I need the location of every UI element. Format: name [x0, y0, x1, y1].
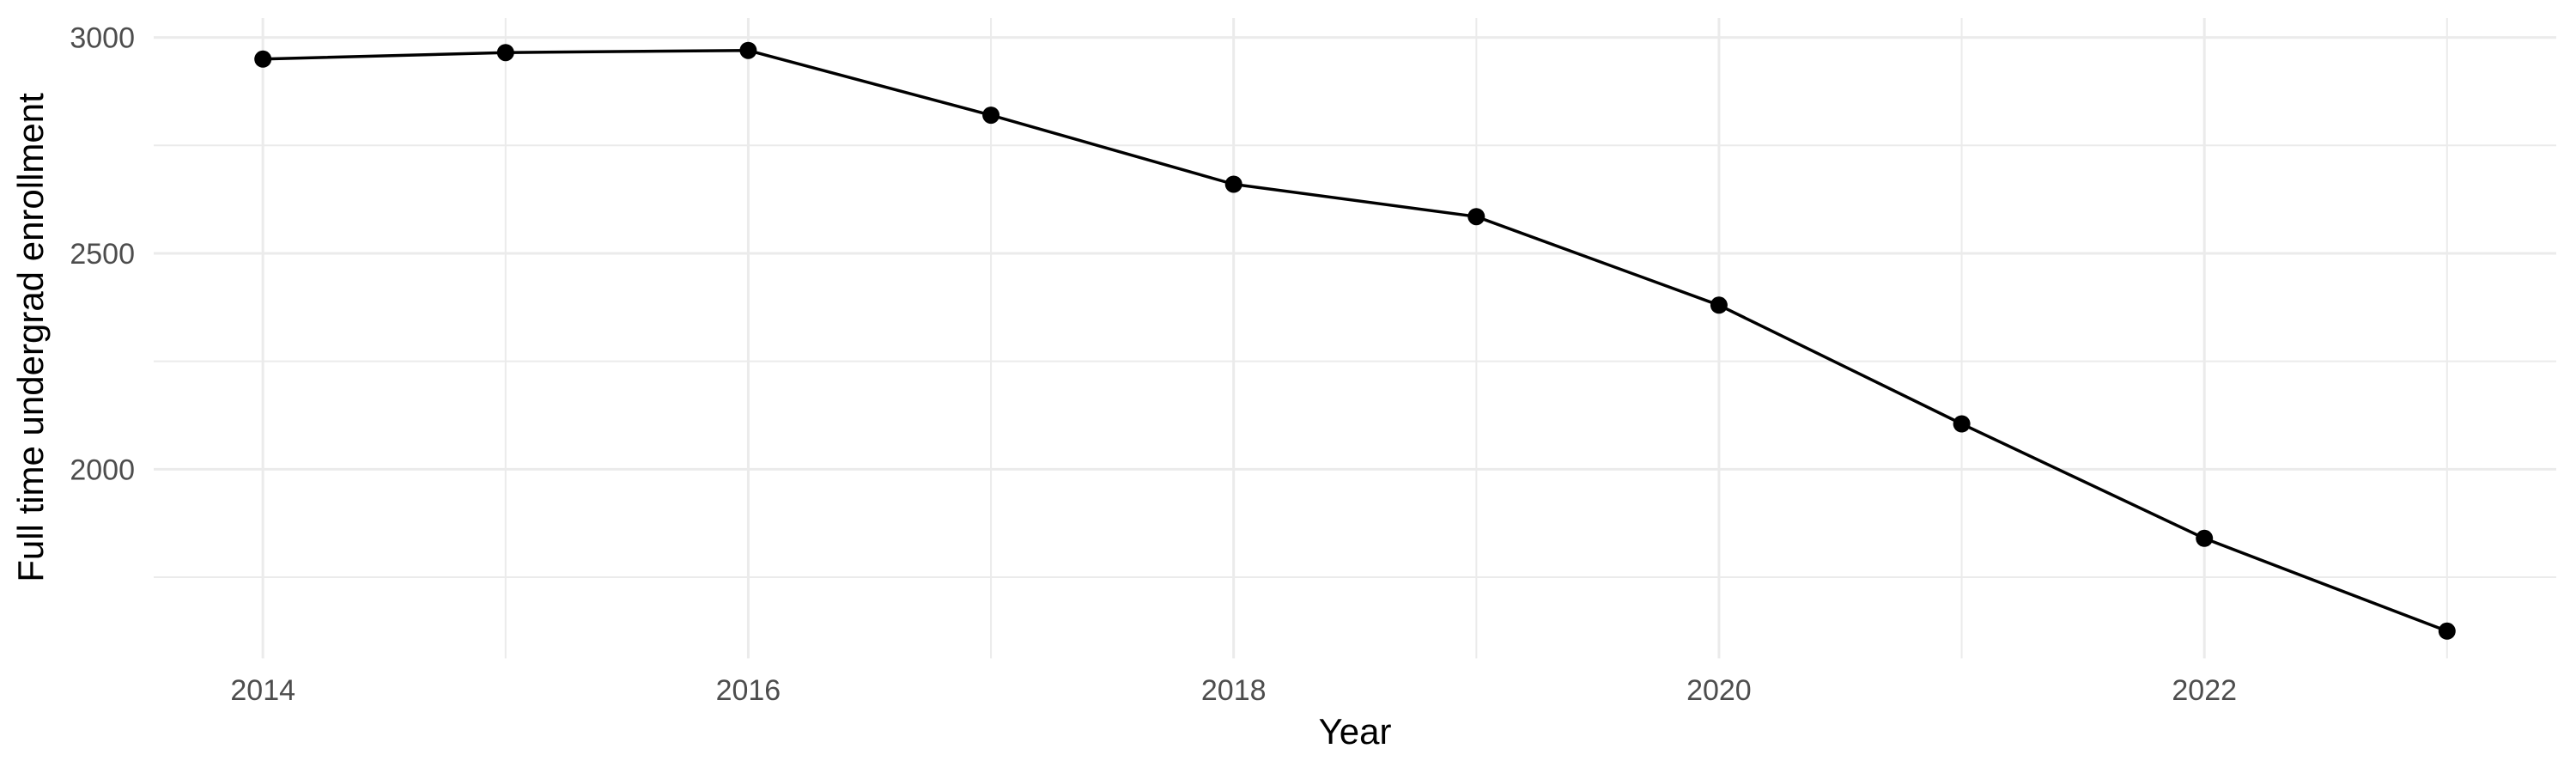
data-point: [1224, 175, 1242, 193]
grid-major-layer: [154, 18, 2556, 659]
y-tick-label: 2000: [70, 453, 135, 486]
data-point: [1953, 415, 1971, 433]
tick-label-layer: 2000 2500 3000 2014 2016 2018 2020 2022: [70, 22, 2237, 707]
data-point: [1710, 296, 1728, 314]
data-point: [982, 107, 1000, 125]
x-tick-label: 2022: [2172, 674, 2237, 707]
x-axis-title: Year: [1319, 711, 1392, 752]
series-layer: [254, 41, 2456, 640]
data-point: [254, 50, 272, 68]
data-line: [263, 48, 2448, 633]
data-point: [2438, 622, 2456, 640]
x-tick-label: 2016: [716, 674, 781, 707]
data-point: [496, 44, 514, 62]
data-point: [2196, 529, 2214, 547]
y-tick-label: 2500: [70, 238, 135, 271]
grid-minor-layer: [154, 18, 2556, 659]
x-tick-label: 2014: [230, 674, 295, 707]
x-tick-label: 2018: [1201, 674, 1267, 707]
y-axis-title: Full time undergrad enrollment: [10, 93, 51, 582]
x-tick-label: 2020: [1686, 674, 1752, 707]
y-tick-label: 3000: [70, 22, 135, 55]
data-point: [739, 41, 757, 59]
data-point: [1467, 208, 1485, 226]
